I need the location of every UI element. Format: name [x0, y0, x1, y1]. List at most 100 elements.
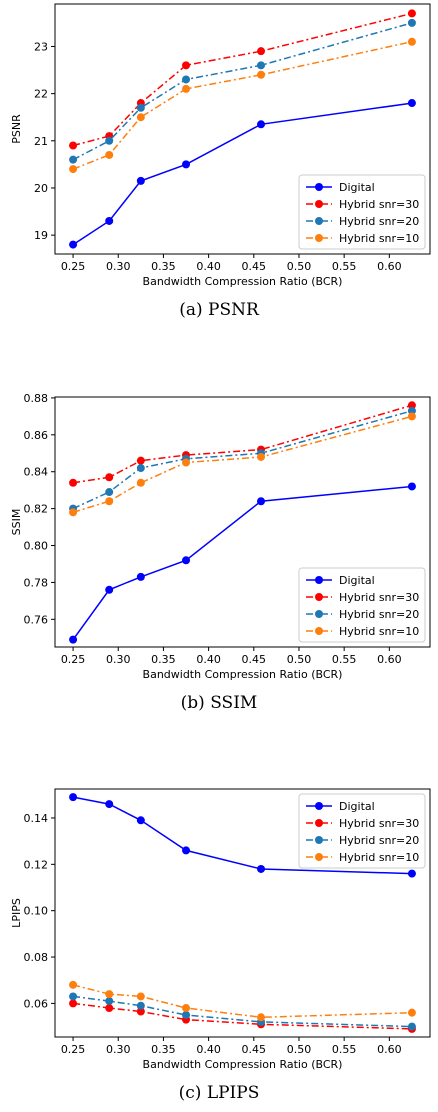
- legend-marker: [315, 183, 323, 191]
- data-point: [407, 37, 416, 46]
- legend-marker: [315, 802, 323, 810]
- data-point: [69, 980, 78, 989]
- legend-label: Hybrid snr=20: [339, 608, 419, 621]
- x-tick-label: 0.30: [106, 260, 131, 273]
- x-tick-label: 0.60: [377, 260, 402, 273]
- x-tick-label: 0.50: [287, 260, 312, 273]
- x-axis-label: Bandwidth Compression Ratio (BCR): [143, 668, 343, 681]
- psnr-panel: 0.25 0.30 0.35 0.40 0.45 0.50 0.55 0.60 19 20 21 22…: [0, 0, 438, 300]
- data-point: [105, 990, 114, 999]
- data-point: [182, 75, 191, 84]
- data-point: [69, 992, 78, 1001]
- y-tick-label: 0.08: [24, 951, 49, 964]
- y-tick-label: 0.82: [24, 503, 49, 516]
- data-point: [69, 141, 78, 150]
- legend-label: Hybrid snr=20: [339, 215, 419, 228]
- data-point: [69, 155, 78, 164]
- data-point: [257, 70, 266, 79]
- plot-frame: [54, 788, 431, 1038]
- data-point: [257, 1013, 266, 1022]
- x-tick-label: 0.50: [287, 1043, 312, 1056]
- ssim-chart: 0.25 0.30 0.35 0.40 0.45 0.50 0.55 0.60 0.76 0.78…: [10, 392, 431, 681]
- y-tick-label: 0.84: [24, 466, 49, 479]
- data-point: [105, 150, 114, 159]
- legend-marker: [315, 200, 323, 208]
- series-line: [72, 102, 413, 246]
- x-tick-label: 0.50: [287, 653, 312, 666]
- x-tick-label: 0.40: [196, 653, 221, 666]
- data-point: [69, 635, 78, 644]
- series-line: [72, 404, 413, 484]
- data-point: [136, 992, 145, 1001]
- x-tick-label: 0.35: [151, 260, 176, 273]
- legend-label: Hybrid snr=10: [339, 851, 419, 864]
- data-point: [136, 113, 145, 122]
- series-line: [72, 984, 412, 1019]
- data-point: [105, 800, 114, 809]
- ssim-panel: 0.25 0.30 0.35 0.40 0.45 0.50 0.55 0.60 0.76 0.78…: [0, 383, 438, 683]
- plot-frame: [54, 396, 431, 648]
- data-point: [257, 47, 266, 56]
- series-line: [72, 415, 413, 514]
- x-tick-label: 0.40: [196, 1043, 221, 1056]
- data-point: [182, 160, 191, 169]
- data-point: [407, 1008, 416, 1017]
- data-point: [407, 406, 416, 415]
- data-point: [182, 84, 191, 93]
- y-tick-label: 0.12: [24, 858, 49, 871]
- data-point: [69, 793, 78, 802]
- data-point: [407, 18, 416, 27]
- data-point: [182, 1010, 191, 1019]
- data-point: [105, 1004, 114, 1013]
- data-point: [136, 103, 145, 112]
- x-axis-label: Bandwidth Compression Ratio (BCR): [143, 1058, 343, 1071]
- data-point: [69, 165, 78, 174]
- data-point: [136, 816, 145, 825]
- legend-label: Hybrid snr=10: [339, 232, 419, 245]
- x-tick-label: 0.55: [332, 1043, 357, 1056]
- y-tick-label: 0.10: [24, 905, 49, 918]
- legend-marker: [315, 610, 323, 618]
- legend-marker: [315, 234, 323, 242]
- data-point: [136, 478, 145, 487]
- legend-marker: [315, 576, 323, 584]
- data-point: [182, 61, 191, 70]
- series-line: [73, 1002, 412, 1030]
- data-point: [105, 216, 114, 225]
- y-axis-label: LPIPS: [10, 898, 23, 928]
- lpips-panel: 0.25 0.30 0.35 0.40 0.45 0.50 0.55 0.60 0.06 0.08…: [0, 775, 438, 1075]
- legend-marker: [315, 853, 323, 861]
- data-point: [257, 497, 266, 506]
- series-line: [73, 995, 412, 1028]
- legend-box: [298, 567, 426, 643]
- data-point: [136, 1007, 145, 1016]
- data-point: [182, 458, 191, 467]
- y-tick-label: 20: [34, 182, 48, 195]
- x-tick-label: 0.60: [377, 653, 402, 666]
- data-point: [182, 556, 191, 565]
- y-axis-label: SSIM: [10, 509, 23, 536]
- data-point: [136, 456, 145, 465]
- legend-box: [298, 793, 426, 869]
- psnr-chart: 0.25 0.30 0.35 0.40 0.45 0.50 0.55 0.60 19 20 21 22…: [10, 3, 431, 288]
- legend-label: Hybrid snr=30: [339, 817, 419, 830]
- data-point: [105, 497, 114, 506]
- x-tick-label: 0.35: [151, 1043, 176, 1056]
- legend-label: Hybrid snr=10: [339, 625, 419, 638]
- data-point: [105, 473, 114, 482]
- data-point: [105, 585, 114, 594]
- x-axis-label: Bandwidth Compression Ratio (BCR): [143, 275, 343, 288]
- data-point: [257, 61, 266, 70]
- data-point: [105, 136, 114, 145]
- x-tick-label: 0.45: [242, 653, 267, 666]
- x-tick-label: 0.30: [106, 1043, 131, 1056]
- data-point: [407, 1022, 416, 1031]
- y-tick-label: 0.14: [24, 812, 49, 825]
- x-tick-label: 0.45: [242, 1043, 267, 1056]
- y-tick-label: 0.88: [24, 392, 49, 405]
- data-point: [69, 508, 78, 517]
- y-tick-label: 0.76: [24, 613, 49, 626]
- data-point: [69, 999, 78, 1008]
- legend-label: Hybrid snr=30: [339, 198, 419, 211]
- x-tick-label: 0.25: [61, 1043, 86, 1056]
